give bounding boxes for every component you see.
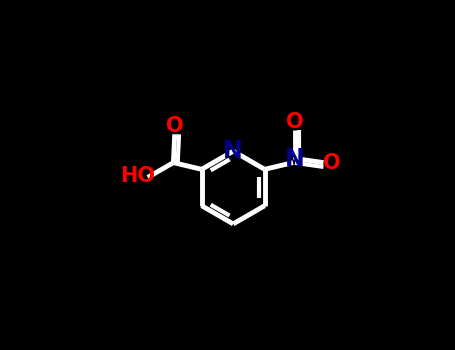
Text: O: O [286, 112, 304, 132]
Text: N: N [223, 139, 243, 163]
Text: N: N [285, 147, 305, 170]
Text: O: O [323, 153, 341, 173]
Text: HO: HO [120, 166, 155, 186]
Text: O: O [167, 116, 184, 136]
